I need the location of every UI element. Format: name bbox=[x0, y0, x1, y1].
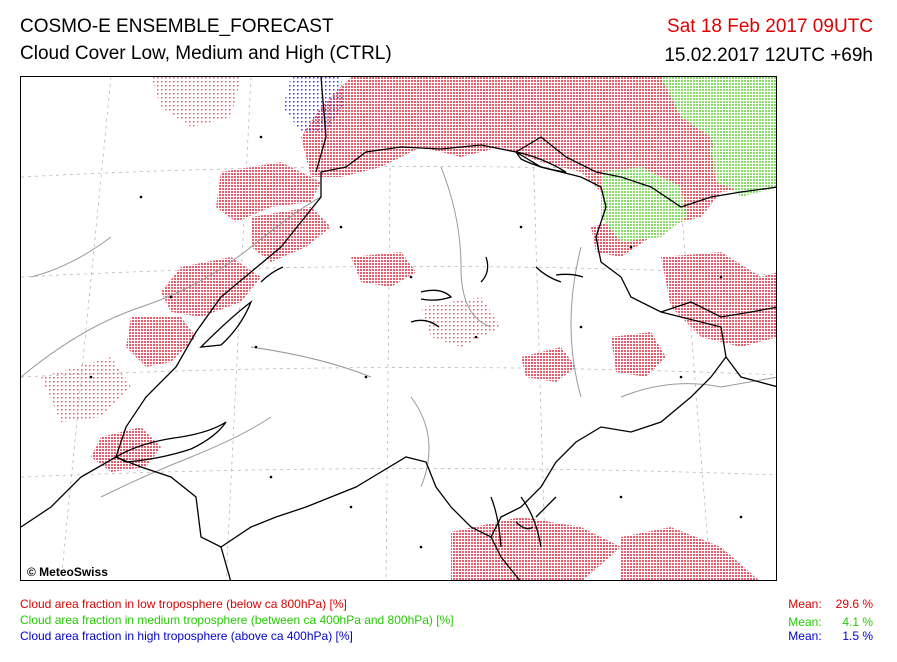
lake-neuchatel bbox=[199, 300, 253, 348]
city-markers bbox=[89, 135, 743, 549]
lake-como bbox=[520, 496, 557, 548]
lake-biel bbox=[260, 266, 284, 283]
medium-cloud-areas bbox=[601, 77, 776, 242]
country-borders bbox=[21, 77, 776, 580]
lake-geneva bbox=[114, 421, 227, 463]
lakes bbox=[114, 151, 584, 548]
lake-maggiore bbox=[490, 496, 502, 548]
lake-lugano bbox=[515, 521, 534, 530]
chart-subtitle: Cloud Cover Low, Medium and High (CTRL) bbox=[20, 43, 392, 64]
lake-constance bbox=[514, 151, 567, 173]
valid-time: Sat 18 Feb 2017 09UTC bbox=[667, 16, 873, 37]
high-cloud-areas bbox=[283, 77, 343, 132]
lake-zurich bbox=[535, 266, 562, 283]
chart-title: COSMO-E ENSEMBLE_FORECAST bbox=[20, 16, 334, 37]
lake-zug bbox=[480, 256, 489, 283]
lake-thun bbox=[410, 319, 440, 328]
mean-high-cloud: Mean: 1.5 % bbox=[788, 629, 873, 643]
mean-label: Mean: bbox=[788, 615, 822, 629]
mean-label: Mean: bbox=[788, 629, 822, 643]
rivers bbox=[21, 166, 776, 498]
mean-label: Mean: bbox=[788, 597, 822, 611]
mean-value: 29.6 % bbox=[835, 597, 873, 611]
lake-walen bbox=[555, 273, 584, 278]
mean-medium-cloud: Mean: 4.1 % bbox=[788, 615, 873, 629]
legend-low-cloud: Cloud area fraction in low troposphere (… bbox=[20, 597, 347, 611]
copyright-label: © MeteoSwiss bbox=[27, 565, 108, 579]
mean-value: 1.5 % bbox=[842, 629, 873, 643]
mean-value: 4.1 % bbox=[842, 615, 873, 629]
lake-lucerne bbox=[420, 289, 453, 301]
legend-medium-cloud: Cloud area fraction in medium tropospher… bbox=[20, 613, 454, 627]
run-time: 15.02.2017 12UTC +69h bbox=[664, 45, 873, 66]
low-cloud-areas bbox=[41, 77, 776, 580]
legend-high-cloud: Cloud area fraction in high troposphere … bbox=[20, 629, 353, 643]
mean-low-cloud: Mean: 29.6 % bbox=[788, 597, 873, 611]
forecast-map bbox=[20, 76, 777, 581]
